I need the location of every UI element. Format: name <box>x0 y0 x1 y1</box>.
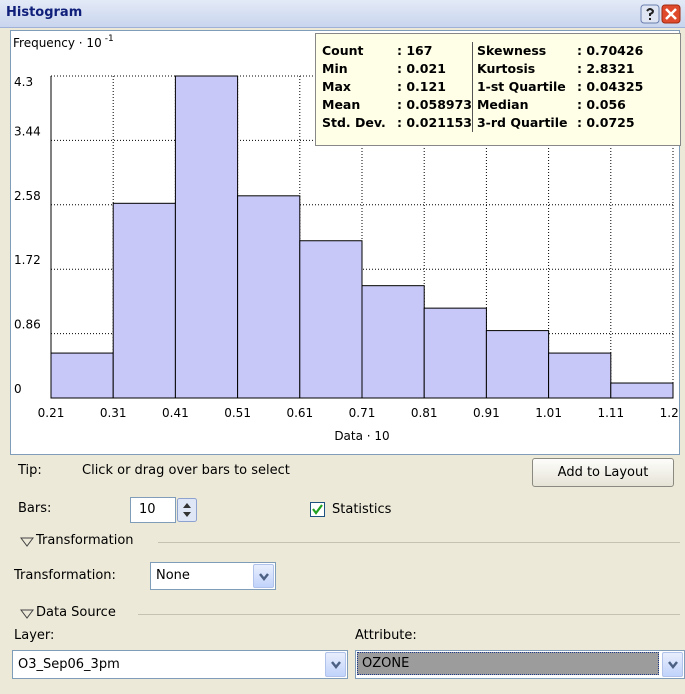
layer-label: Layer: <box>14 628 55 643</box>
bar <box>423 307 487 399</box>
attribute-value: OZONE <box>357 652 659 675</box>
dropdown-button[interactable] <box>253 564 274 588</box>
stat-value: : 2.8321 <box>576 61 635 76</box>
data-source-section[interactable]: Data Source <box>36 605 116 620</box>
x-tick-label: 0.81 <box>411 406 438 420</box>
stat-value: : 0.04325 <box>576 79 644 94</box>
stat-value: : 0.056 <box>576 97 626 112</box>
y-axis-exponent: -1 <box>105 34 114 44</box>
chart-panel[interactable]: Frequency · 10 -1 Data · 10 0 0.86 1.72 2.5… <box>10 30 685 455</box>
stat-name: Std. Dev. <box>322 115 386 130</box>
statistics-table: Count : 167 Skewness: 0.70426 Min : 0.021 Kur… <box>322 42 643 132</box>
stat-name: 3-rd Quartile <box>471 114 577 132</box>
x-tick-label: 1.21 <box>660 406 679 420</box>
dropdown-button[interactable] <box>662 652 683 677</box>
x-tick-label: 0.21 <box>38 406 65 420</box>
separator <box>138 614 680 615</box>
y-axis-label: Frequency · 10 <box>13 36 102 50</box>
stat-value: : 0.021153 <box>397 115 472 130</box>
bar <box>361 285 425 399</box>
tip-text: Click or drag over bars to select <box>82 463 290 478</box>
statistics-row: Max : 0.121 1-st Quartile: 0.04325 <box>322 78 643 96</box>
bar <box>174 75 239 399</box>
stat-value: : 0.121 <box>397 79 446 94</box>
title-bar: Histogram <box>0 0 685 28</box>
x-tick-label: 0.91 <box>473 406 500 420</box>
attribute-select[interactable]: OZONE <box>355 650 685 679</box>
y-tick-label: 4.3 <box>14 75 33 89</box>
statistics-box: Count : 167 Skewness: 0.70426 Min : 0.021 Kur… <box>315 33 681 146</box>
collapse-icon[interactable] <box>20 537 34 547</box>
stat-value: : 0.0725 <box>576 115 635 130</box>
layer-select[interactable]: O3_Sep06_3pm <box>12 650 348 679</box>
stat-value: : 0.021 <box>397 61 446 76</box>
collapse-icon[interactable] <box>20 609 34 619</box>
transformation-label: Transformation: <box>14 568 116 583</box>
bars-spinner[interactable] <box>177 498 197 522</box>
statistics-row: Count : 167 Skewness: 0.70426 <box>322 42 643 60</box>
y-tick-label: 0 <box>14 382 22 396</box>
transformation-section[interactable]: Transformation <box>36 533 134 548</box>
x-tick-label: 0.51 <box>224 406 251 420</box>
statistics-row: Std. Dev. : 0.021153 3-rd Quartile: 0.0725 <box>322 114 643 132</box>
attribute-label: Attribute: <box>355 628 417 643</box>
x-tick-label: 0.71 <box>349 406 376 420</box>
stat-name: Min <box>322 61 348 76</box>
bar <box>112 202 176 399</box>
bars-label: Bars: <box>18 501 52 516</box>
bars-input[interactable]: 10 <box>130 497 176 523</box>
x-tick-label: 0.31 <box>100 406 127 420</box>
stat-name: Kurtosis <box>471 60 577 78</box>
stat-value: : 0.058973 <box>397 97 472 112</box>
x-tick-label: 1.01 <box>535 406 562 420</box>
bar <box>299 240 363 399</box>
separator <box>158 542 680 543</box>
x-tick-label: 0.41 <box>162 406 189 420</box>
stat-name: Median <box>471 96 577 114</box>
x-tick-label: 0.61 <box>286 406 313 420</box>
bar <box>485 330 550 399</box>
stat-name: Count <box>322 43 364 58</box>
y-tick-label: 2.58 <box>14 189 41 203</box>
window-title: Histogram <box>6 5 83 20</box>
y-tick-label: 0.86 <box>14 318 41 332</box>
dropdown-button[interactable] <box>325 652 346 677</box>
statistics-checkbox[interactable] <box>310 502 326 518</box>
stat-name: Skewness <box>471 42 577 60</box>
stat-name: 1-st Quartile <box>471 78 577 96</box>
stat-value: : 167 <box>397 43 433 58</box>
y-tick-label: 3.44 <box>14 124 41 138</box>
bar <box>50 352 114 399</box>
bar <box>610 382 674 399</box>
bar <box>237 195 301 399</box>
tip-label: Tip: <box>18 463 42 478</box>
statistics-row: Mean : 0.058973 Median: 0.056 <box>322 96 643 114</box>
window-buttons[interactable] <box>640 4 682 24</box>
statistics-label[interactable]: Statistics <box>332 502 392 517</box>
x-axis-label: Data · 10 <box>334 429 389 443</box>
statistics-row: Min : 0.021 Kurtosis: 2.8321 <box>322 60 643 78</box>
stat-name: Mean <box>322 97 361 112</box>
add-to-layout-button[interactable]: Add to Layout <box>532 458 674 487</box>
bar <box>548 352 612 399</box>
stat-value: : 0.70426 <box>576 43 644 58</box>
stat-name: Max <box>322 79 351 94</box>
y-tick-label: 1.72 <box>14 253 41 267</box>
x-tick-label: 1.11 <box>597 406 624 420</box>
chart[interactable]: Frequency · 10 -1 Data · 10 0 0.86 1.72 2.5… <box>11 31 685 454</box>
